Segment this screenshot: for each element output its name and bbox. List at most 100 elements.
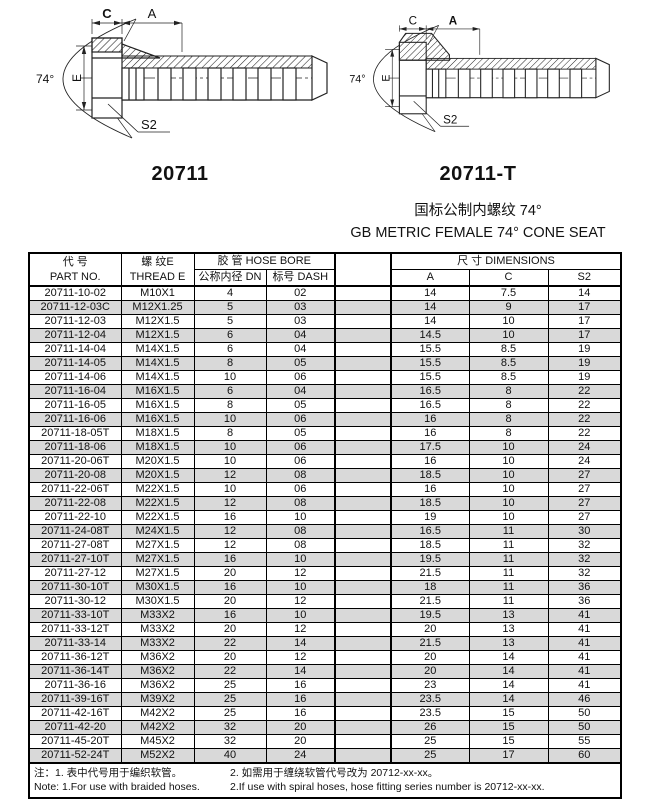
cell-blank — [334, 454, 392, 469]
table-row: 20711-16-06 M16X1.5 10 06 16 8 22 — [28, 412, 622, 427]
cell-dim-s2: 41 — [547, 678, 622, 693]
cell-dim-c: 10 — [468, 496, 549, 511]
cell-dim-a: 16.5 — [390, 398, 470, 413]
cell-dash: 20 — [265, 734, 336, 749]
cell-dn: 25 — [193, 706, 267, 721]
cell-thread: M18X1.5 — [120, 426, 195, 441]
cell-dim-c: 14 — [468, 664, 549, 679]
cell-thread: M22X1.5 — [120, 496, 195, 511]
table-row: 20711-36-12T M36X2 20 12 20 14 41 — [28, 650, 622, 665]
cell-dash: 06 — [265, 440, 336, 455]
cell-part-no: 20711-16-06 — [28, 412, 122, 427]
table-row: 20711-12-04 M12X1.5 6 04 14.5 10 17 — [28, 328, 622, 343]
cell-blank — [334, 608, 392, 623]
cell-dim-a: 23 — [390, 678, 470, 693]
cell-dim-s2: 27 — [547, 468, 622, 483]
cell-dim-c: 14 — [468, 692, 549, 707]
cell-dash: 10 — [265, 580, 336, 595]
cell-thread: M12X1.5 — [120, 314, 195, 329]
cell-part-no: 20711-24-08T — [28, 524, 122, 539]
cell-dim-a: 20 — [390, 650, 470, 665]
table-row: 20711-16-04 M16X1.5 6 04 16.5 8 22 — [28, 384, 622, 399]
cell-dash: 05 — [265, 426, 336, 441]
cell-dim-c: 8.5 — [468, 356, 549, 371]
cell-blank — [334, 398, 392, 413]
table-row: 20711-22-06T M22X1.5 10 06 16 10 27 — [28, 482, 622, 497]
cell-thread: M27X1.5 — [120, 552, 195, 567]
fitting-drawing-20711-t-icon: C A 74° E S2 — [349, 14, 610, 133]
table-row: 20711-12-03 M12X1.5 5 03 14 10 17 — [28, 314, 622, 329]
cell-dash: 04 — [265, 342, 336, 357]
table-row: 20711-24-08T M24X1.5 12 08 16.5 11 30 — [28, 524, 622, 539]
cell-thread: M33X2 — [120, 622, 195, 637]
table-row: 20711-20-08 M20X1.5 12 08 18.5 10 27 — [28, 468, 622, 483]
cell-dim-c: 7.5 — [468, 285, 549, 301]
cell-thread: M24X1.5 — [120, 524, 195, 539]
cell-dim-a: 18.5 — [390, 496, 470, 511]
cell-dn: 16 — [193, 510, 267, 525]
table-row: 20711-20-06T M20X1.5 10 06 16 10 24 — [28, 454, 622, 469]
cell-part-no: 20711-36-12T — [28, 650, 122, 665]
cell-dim-s2: 27 — [547, 482, 622, 497]
table-row: 20711-16-05 M16X1.5 8 05 16.5 8 22 — [28, 398, 622, 413]
col-header-dn: 公称内径 DN — [193, 269, 267, 287]
cell-dim-a: 16 — [390, 482, 470, 497]
cell-part-no: 20711-36-14T — [28, 664, 122, 679]
cell-dash: 24 — [265, 748, 336, 764]
cell-dim-s2: 41 — [547, 650, 622, 665]
cell-part-no: 20711-39-16T — [28, 692, 122, 707]
cell-dash: 03 — [265, 300, 336, 315]
fittings-spec-table: 代 号 PART NO. 螺 纹E THREAD E 胶 管 HOSE BORE… — [28, 252, 622, 799]
cell-part-no: 20711-42-16T — [28, 706, 122, 721]
cell-dash: 12 — [265, 566, 336, 581]
cell-dim-a: 18.5 — [390, 468, 470, 483]
table-row: 20711-45-20T M45X2 32 20 25 15 55 — [28, 734, 622, 749]
table-row: 20711-27-12 M27X1.5 20 12 21.5 11 32 — [28, 566, 622, 581]
cell-blank — [334, 285, 392, 301]
cell-dim-c: 10 — [468, 468, 549, 483]
cell-dn: 40 — [193, 748, 267, 764]
cell-dash: 06 — [265, 412, 336, 427]
cell-part-no: 20711-30-10T — [28, 580, 122, 595]
cell-dash: 03 — [265, 314, 336, 329]
cell-thread: M36X2 — [120, 678, 195, 693]
cell-dash: 05 — [265, 398, 336, 413]
cell-dim-a: 19.5 — [390, 608, 470, 623]
col-header-thread-en: THREAD E — [129, 270, 186, 283]
cell-blank — [334, 622, 392, 637]
cell-dim-c: 11 — [468, 538, 549, 553]
cell-part-no: 20711-10-02 — [28, 285, 122, 301]
cell-dn: 25 — [193, 692, 267, 707]
cell-dn: 12 — [193, 524, 267, 539]
col-header-dim-s2: S2 — [547, 269, 622, 287]
cell-part-no: 20711-27-12 — [28, 566, 122, 581]
cell-dim-s2: 50 — [547, 720, 622, 735]
cell-dim-s2: 41 — [547, 636, 622, 651]
fitting-drawing-20711-icon: C A 74° E S2 — [36, 6, 328, 139]
cell-part-no: 20711-18-05T — [28, 426, 122, 441]
cell-dash: 20 — [265, 720, 336, 735]
col-header-dim-c: C — [468, 269, 549, 287]
cell-dim-s2: 19 — [547, 342, 622, 357]
table-row: 20711-42-20 M42X2 32 20 26 15 50 — [28, 720, 622, 735]
cell-thread: M45X2 — [120, 734, 195, 749]
cell-dn: 16 — [193, 608, 267, 623]
cell-blank — [334, 566, 392, 581]
cell-dn: 5 — [193, 314, 267, 329]
col-header-part-no-zh: 代 号 — [62, 255, 88, 268]
cell-dim-s2: 41 — [547, 608, 622, 623]
cell-dim-s2: 50 — [547, 706, 622, 721]
cell-dim-a: 16.5 — [390, 524, 470, 539]
cell-dim-c: 8 — [468, 412, 549, 427]
cell-dash: 12 — [265, 622, 336, 637]
table-row: 20711-36-14T M36X2 22 14 20 14 41 — [28, 664, 622, 679]
cell-part-no: 20711-20-06T — [28, 454, 122, 469]
dim-label-a: A — [148, 6, 157, 21]
cell-dim-a: 15.5 — [390, 370, 470, 385]
table-row: 20711-22-10 M22X1.5 16 10 19 10 27 — [28, 510, 622, 525]
cell-thread: M30X1.5 — [120, 580, 195, 595]
cell-thread: M16X1.5 — [120, 412, 195, 427]
notes-cell: 注：1. 表中代号用于编织软管。 2. 如需用于缠绕软管代号改为 20712-x… — [28, 762, 622, 799]
cell-dn: 22 — [193, 636, 267, 651]
cell-dn: 20 — [193, 594, 267, 609]
